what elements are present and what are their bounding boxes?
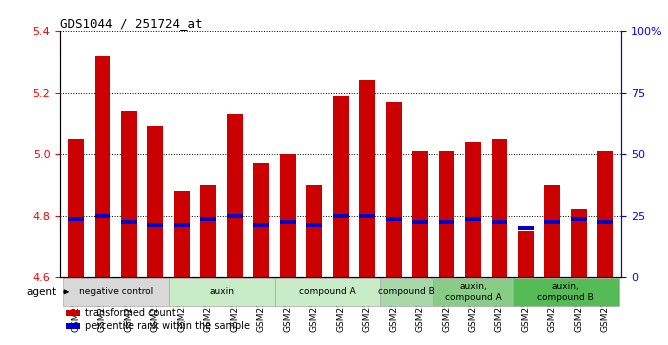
Text: percentile rank within the sample: percentile rank within the sample [86,321,250,331]
Bar [359,80,375,277]
Bar [174,191,190,277]
Bar [385,217,401,221]
Text: auxin: auxin [209,287,234,296]
Bar [148,126,164,277]
Bar [518,231,534,277]
Bar [439,220,454,224]
Bar [280,154,296,277]
Bar [200,217,216,221]
Bar [571,209,587,277]
Text: compound B: compound B [379,287,436,296]
Bar [439,151,454,277]
Bar [465,217,481,221]
Bar [121,220,137,224]
Bar [465,142,481,277]
Bar [434,278,513,306]
Bar [412,220,428,224]
Bar [544,220,560,224]
Bar [68,217,84,221]
Bar [492,220,508,224]
Bar [380,278,434,306]
Bar [571,217,587,221]
Bar [333,214,349,218]
Text: transformed count: transformed count [86,308,176,318]
Bar [174,223,190,227]
Bar [492,139,508,277]
Bar [306,185,322,277]
Bar [597,220,613,224]
Text: agent: agent [27,287,57,297]
Bar [412,151,428,277]
Text: GDS1044 / 251724_at: GDS1044 / 251724_at [60,17,202,30]
Bar [95,214,110,218]
Bar [275,278,380,306]
Text: negative control: negative control [79,287,153,296]
Bar [68,139,84,277]
Bar [168,278,275,306]
Bar [95,56,110,277]
Text: auxin,
compound A: auxin, compound A [445,282,502,302]
Bar [253,223,269,227]
Bar [385,102,401,277]
Bar [333,96,349,277]
Bar [227,114,242,277]
Bar [544,185,560,277]
Bar [227,214,242,218]
Bar [65,323,79,329]
Bar [597,151,613,277]
Bar [65,310,79,316]
Bar [280,220,296,224]
Bar [63,278,168,306]
Bar [148,223,164,227]
Bar [518,226,534,230]
Bar [359,214,375,218]
Bar [200,185,216,277]
Text: auxin,
compound B: auxin, compound B [537,282,594,302]
Bar [253,163,269,277]
Bar [513,278,619,306]
Bar [306,223,322,227]
Bar [121,111,137,277]
Text: compound A: compound A [299,287,356,296]
